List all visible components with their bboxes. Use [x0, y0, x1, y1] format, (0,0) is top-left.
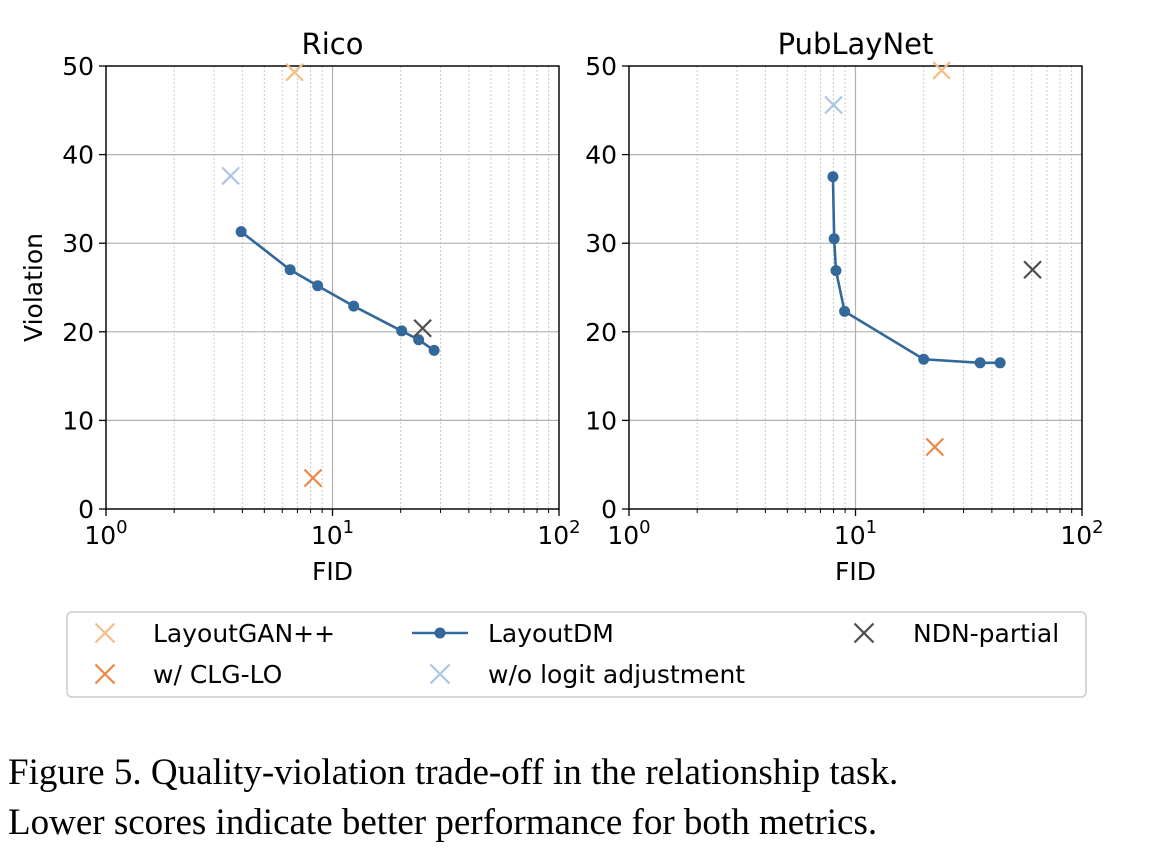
y-tick-label: 10 — [585, 406, 617, 435]
rico-panel: 0 10 20 30 40 50 100 101 102 Rico FID Violation — [19, 27, 581, 586]
legend-entry-w-o-logit-adjustment: w/o logit adjustment — [429, 660, 745, 689]
legend-entry-layoutdm: LayoutDM — [412, 619, 614, 648]
legend-label: LayoutGAN++ — [153, 619, 335, 648]
x-tick-label: 102 — [537, 517, 580, 550]
legend-label: w/ CLG-LO — [153, 660, 282, 689]
minor-gridlines — [173, 66, 550, 509]
data-point — [828, 233, 840, 245]
y-tick-label: 40 — [62, 141, 94, 170]
chart-title: Rico — [302, 27, 364, 61]
x-tick-label: 101 — [834, 517, 877, 550]
x-tick-label: 101 — [311, 517, 354, 550]
data-point — [827, 171, 839, 183]
caption-line-1: Figure 5. Quality-violation trade-off in… — [8, 752, 899, 793]
x-tick-label: 102 — [1060, 517, 1103, 550]
series-ndn-partial — [413, 318, 432, 338]
series-layoutgan — [932, 61, 951, 80]
y-tick-label: 50 — [62, 52, 94, 81]
legend-entry-ndn-partial: NDN-partial — [853, 619, 1059, 648]
legend-marker — [94, 622, 116, 644]
x-axis-label: FID — [312, 557, 353, 586]
data-point — [918, 353, 930, 365]
y-tick-label: 50 — [585, 52, 617, 81]
series-layoutdm — [235, 226, 440, 356]
y-tick-label: 20 — [585, 318, 617, 347]
data-point — [413, 334, 425, 346]
series-line — [831, 176, 1001, 365]
y-tick-label: 30 — [585, 229, 617, 258]
series-ndn-partial — [1023, 260, 1042, 280]
data-point — [830, 265, 842, 277]
legend-frame — [66, 611, 1087, 698]
data-point — [284, 264, 296, 276]
legend-marker — [853, 622, 875, 644]
legend-marker — [94, 663, 116, 685]
y-tick-label: 40 — [585, 141, 617, 170]
legend-label: LayoutDM — [488, 619, 614, 648]
data-point — [396, 325, 408, 337]
figure-caption: Figure 5. Quality-violation trade-off in… — [8, 748, 1144, 848]
chart-title: PubLayNet — [778, 27, 934, 61]
x-axis-label: FID — [835, 557, 876, 586]
data-point — [312, 280, 324, 292]
data-point-x — [285, 62, 304, 82]
data-point-x — [932, 61, 951, 80]
series-layoutdm — [827, 171, 1006, 369]
data-point — [974, 357, 986, 369]
data-point-x — [1023, 260, 1042, 280]
y-axis-label: Violation — [19, 233, 48, 342]
data-point — [348, 300, 360, 312]
caption-line-2: Lower scores indicate better performance… — [8, 802, 878, 843]
series-w-clg-lo — [303, 468, 323, 488]
series-w-clg-lo — [925, 437, 945, 457]
data-point — [994, 357, 1006, 369]
publaynet-panel: 0 10 20 30 40 50 100 101 102 PubLayNet FID — [585, 27, 1103, 586]
y-tick-label: 0 — [78, 495, 94, 524]
series-w-o-logit-adjustment — [824, 95, 843, 115]
series-w-o-logit-adjustment — [221, 166, 240, 186]
y-tick-label: 20 — [62, 318, 94, 347]
minor-gridlines — [696, 66, 1073, 509]
legend-marker — [434, 627, 446, 639]
x-tick-label: 100 — [607, 517, 650, 550]
legend-entry-layoutgan: LayoutGAN++ — [94, 619, 335, 648]
y-tick-label: 30 — [62, 229, 94, 258]
data-point-x — [303, 468, 323, 488]
legend-label: NDN-partial — [913, 619, 1059, 648]
data-point — [839, 305, 851, 317]
data-point-x — [221, 166, 240, 186]
data-point — [428, 344, 440, 356]
legend-entry-w-clg-lo: w/ CLG-LO — [94, 660, 282, 689]
legend-label: w/o logit adjustment — [488, 660, 745, 689]
series-layoutgan — [285, 62, 304, 82]
legend-marker — [429, 663, 451, 685]
x-tick-label: 100 — [84, 517, 127, 550]
y-tick-label: 0 — [601, 495, 617, 524]
y-tick-label: 10 — [62, 406, 94, 435]
data-point-x — [824, 95, 843, 115]
data-point — [235, 226, 247, 238]
legend: LayoutGAN++ LayoutDM NDN-partial w/ CLG-LO… — [66, 611, 1087, 698]
data-point-x — [413, 318, 432, 338]
data-point-x — [925, 437, 945, 457]
